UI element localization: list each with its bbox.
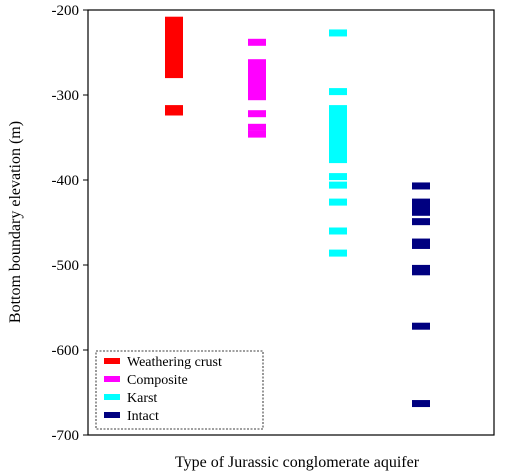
- data-point-composite: [248, 93, 266, 101]
- y-tick-label: -200: [52, 3, 80, 19]
- data-point-intact: [412, 241, 430, 249]
- data-point-karst: [329, 181, 347, 189]
- y-tick-label: -400: [52, 173, 80, 189]
- plot-frame: [87, 9, 495, 436]
- data-point-karst: [329, 88, 347, 96]
- legend-swatch: [104, 412, 120, 418]
- data-point-composite: [248, 130, 266, 138]
- data-point-intact: [412, 268, 430, 276]
- legend: Weathering crust Composite Karst Intact: [95, 350, 264, 430]
- data-point-karst: [329, 198, 347, 206]
- data-point-weathering-crust: [165, 71, 183, 79]
- data-point-karst: [329, 173, 347, 181]
- data-point-karst: [329, 29, 347, 37]
- data-point-intact: [412, 208, 430, 216]
- data-point-karst: [329, 249, 347, 257]
- legend-swatch: [104, 376, 120, 382]
- x-axis-title: Type of Jurassic conglomerate aquifer: [175, 454, 420, 471]
- y-tick-label: -500: [52, 258, 80, 274]
- legend-label: Karst: [127, 391, 157, 406]
- y-axis-title: Bottom boundary elevation (m): [7, 121, 24, 323]
- data-point-composite: [248, 110, 266, 118]
- legend-label: Weathering crust: [127, 355, 222, 370]
- data-point-intact: [412, 400, 430, 408]
- y-axis: -200 -300 -400 -500 -600 -700: [52, 3, 88, 444]
- legend-label: Intact: [127, 409, 159, 424]
- data-point-intact: [412, 198, 430, 206]
- y-tick-label: -300: [52, 88, 80, 104]
- legend-box: [95, 350, 264, 430]
- data-point-composite: [248, 123, 266, 131]
- data-point-karst: [329, 227, 347, 235]
- y-tick-label: -700: [52, 428, 80, 444]
- y-tick-label: -600: [52, 343, 80, 359]
- data-point-intact: [412, 322, 430, 330]
- data-point-karst: [329, 156, 347, 164]
- data-marks: [165, 16, 430, 408]
- legend-swatch: [104, 358, 120, 364]
- data-point-composite: [248, 38, 266, 46]
- data-point-intact: [412, 218, 430, 226]
- data-point-intact: [412, 182, 430, 190]
- data-point-weathering-crust: [165, 108, 183, 116]
- legend-label: Composite: [127, 373, 188, 388]
- legend-swatch: [104, 394, 120, 400]
- data-point-intact: [412, 203, 430, 211]
